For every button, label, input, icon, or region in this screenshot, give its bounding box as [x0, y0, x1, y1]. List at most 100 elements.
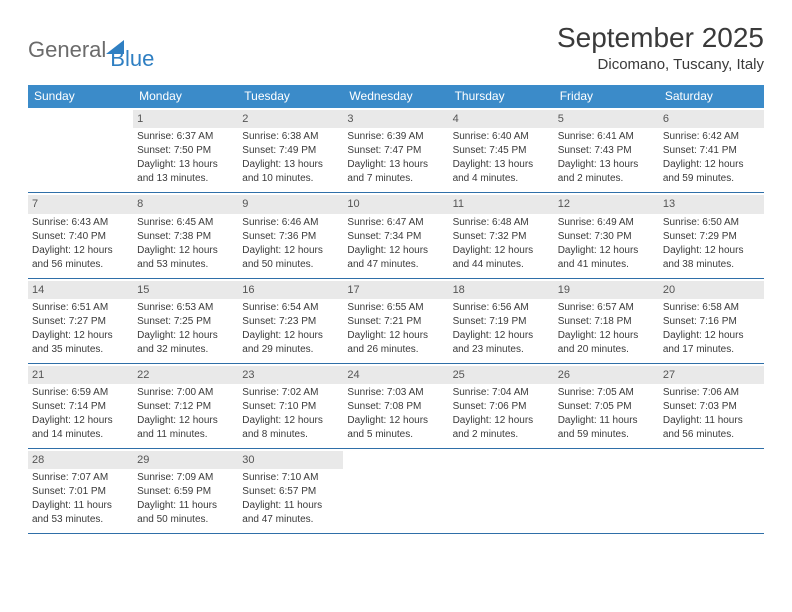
day-number: 15 — [133, 281, 238, 299]
sunset-line: Sunset: 7:43 PM — [558, 144, 655, 157]
daylight-line-2: and 44 minutes. — [453, 258, 550, 271]
daylight-line-2: and 4 minutes. — [453, 172, 550, 185]
sunset-line: Sunset: 7:14 PM — [32, 400, 129, 413]
sunrise-line: Sunrise: 7:07 AM — [32, 471, 129, 484]
day-cell: 10Sunrise: 6:47 AMSunset: 7:34 PMDayligh… — [343, 193, 448, 277]
daylight-line-1: Daylight: 13 hours — [137, 158, 234, 171]
day-cell — [554, 449, 659, 533]
sunrise-line: Sunrise: 6:37 AM — [137, 130, 234, 143]
daylight-line-1: Daylight: 12 hours — [453, 244, 550, 257]
day-cell: 17Sunrise: 6:55 AMSunset: 7:21 PMDayligh… — [343, 279, 448, 363]
sunset-line: Sunset: 7:19 PM — [453, 315, 550, 328]
daylight-line-1: Daylight: 13 hours — [558, 158, 655, 171]
sunset-line: Sunset: 7:05 PM — [558, 400, 655, 413]
daylight-line-1: Daylight: 12 hours — [137, 244, 234, 257]
day-cell: 24Sunrise: 7:03 AMSunset: 7:08 PMDayligh… — [343, 364, 448, 448]
daylight-line-2: and 53 minutes. — [32, 513, 129, 526]
day-number: 8 — [133, 195, 238, 213]
week-row: 1Sunrise: 6:37 AMSunset: 7:50 PMDaylight… — [28, 108, 764, 193]
daylight-line-1: Daylight: 11 hours — [558, 414, 655, 427]
day-cell: 3Sunrise: 6:39 AMSunset: 7:47 PMDaylight… — [343, 108, 448, 192]
daylight-line-2: and 7 minutes. — [347, 172, 444, 185]
day-number: 11 — [449, 195, 554, 213]
day-cell: 25Sunrise: 7:04 AMSunset: 7:06 PMDayligh… — [449, 364, 554, 448]
daylight-line-2: and 50 minutes. — [242, 258, 339, 271]
daylight-line-1: Daylight: 11 hours — [663, 414, 760, 427]
day-cell — [449, 449, 554, 533]
daylight-line-2: and 38 minutes. — [663, 258, 760, 271]
day-number: 9 — [238, 195, 343, 213]
logo: General Blue — [28, 22, 154, 72]
sunrise-line: Sunrise: 7:02 AM — [242, 386, 339, 399]
month-title: September 2025 — [557, 22, 764, 54]
daylight-line-2: and 41 minutes. — [558, 258, 655, 271]
daylight-line-1: Daylight: 12 hours — [663, 244, 760, 257]
day-cell: 12Sunrise: 6:49 AMSunset: 7:30 PMDayligh… — [554, 193, 659, 277]
daylight-line-2: and 8 minutes. — [242, 428, 339, 441]
day-number: 5 — [554, 110, 659, 128]
weekday-header-cell: Sunday — [28, 85, 133, 108]
daylight-line-2: and 53 minutes. — [137, 258, 234, 271]
header-row: General Blue September 2025 Dicomano, Tu… — [28, 22, 764, 81]
sunrise-line: Sunrise: 6:57 AM — [558, 301, 655, 314]
daylight-line-1: Daylight: 12 hours — [32, 244, 129, 257]
day-number: 18 — [449, 281, 554, 299]
sunset-line: Sunset: 7:18 PM — [558, 315, 655, 328]
sunrise-line: Sunrise: 7:03 AM — [347, 386, 444, 399]
daylight-line-1: Daylight: 11 hours — [137, 499, 234, 512]
sunrise-line: Sunrise: 6:50 AM — [663, 216, 760, 229]
day-number: 20 — [659, 281, 764, 299]
daylight-line-1: Daylight: 12 hours — [347, 329, 444, 342]
daylight-line-1: Daylight: 12 hours — [453, 414, 550, 427]
daylight-line-2: and 11 minutes. — [137, 428, 234, 441]
day-cell: 6Sunrise: 6:42 AMSunset: 7:41 PMDaylight… — [659, 108, 764, 192]
day-number: 7 — [28, 195, 133, 213]
day-number: 1 — [133, 110, 238, 128]
weekday-header-cell: Monday — [133, 85, 238, 108]
sunset-line: Sunset: 7:01 PM — [32, 485, 129, 498]
daylight-line-2: and 47 minutes. — [347, 258, 444, 271]
sunrise-line: Sunrise: 6:58 AM — [663, 301, 760, 314]
sunset-line: Sunset: 7:41 PM — [663, 144, 760, 157]
daylight-line-1: Daylight: 12 hours — [347, 244, 444, 257]
day-cell: 18Sunrise: 6:56 AMSunset: 7:19 PMDayligh… — [449, 279, 554, 363]
sunset-line: Sunset: 7:32 PM — [453, 230, 550, 243]
daylight-line-2: and 26 minutes. — [347, 343, 444, 356]
daylight-line-1: Daylight: 12 hours — [32, 329, 129, 342]
day-cell: 7Sunrise: 6:43 AMSunset: 7:40 PMDaylight… — [28, 193, 133, 277]
daylight-line-1: Daylight: 11 hours — [32, 499, 129, 512]
day-cell: 19Sunrise: 6:57 AMSunset: 7:18 PMDayligh… — [554, 279, 659, 363]
sunrise-line: Sunrise: 6:43 AM — [32, 216, 129, 229]
weekday-header-cell: Wednesday — [343, 85, 448, 108]
day-cell: 20Sunrise: 6:58 AMSunset: 7:16 PMDayligh… — [659, 279, 764, 363]
day-number: 27 — [659, 366, 764, 384]
sunrise-line: Sunrise: 6:38 AM — [242, 130, 339, 143]
daylight-line-2: and 2 minutes. — [453, 428, 550, 441]
day-cell: 23Sunrise: 7:02 AMSunset: 7:10 PMDayligh… — [238, 364, 343, 448]
title-block: September 2025 Dicomano, Tuscany, Italy — [557, 22, 764, 81]
daylight-line-2: and 59 minutes. — [558, 428, 655, 441]
daylight-line-2: and 47 minutes. — [242, 513, 339, 526]
daylight-line-1: Daylight: 12 hours — [347, 414, 444, 427]
sunrise-line: Sunrise: 7:00 AM — [137, 386, 234, 399]
sunrise-line: Sunrise: 6:48 AM — [453, 216, 550, 229]
sunrise-line: Sunrise: 7:05 AM — [558, 386, 655, 399]
sunrise-line: Sunrise: 6:46 AM — [242, 216, 339, 229]
sunset-line: Sunset: 7:12 PM — [137, 400, 234, 413]
day-cell: 11 Sunrise: 6:48 AMSunset: 7:32 PMDayligh… — [449, 193, 554, 277]
sunrise-line: Sunrise: 6:53 AM — [137, 301, 234, 314]
daylight-line-2: and 56 minutes. — [32, 258, 129, 271]
daylight-line-2: and 14 minutes. — [32, 428, 129, 441]
day-number: 2 — [238, 110, 343, 128]
sunset-line: Sunset: 7:16 PM — [663, 315, 760, 328]
sunrise-line: Sunrise: 6:55 AM — [347, 301, 444, 314]
daylight-line-1: Daylight: 12 hours — [137, 329, 234, 342]
sunset-line: Sunset: 7:06 PM — [453, 400, 550, 413]
sunrise-line: Sunrise: 7:06 AM — [663, 386, 760, 399]
day-number: 6 — [659, 110, 764, 128]
daylight-line-1: Daylight: 13 hours — [453, 158, 550, 171]
sunset-line: Sunset: 7:50 PM — [137, 144, 234, 157]
daylight-line-1: Daylight: 11 hours — [242, 499, 339, 512]
daylight-line-1: Daylight: 12 hours — [242, 244, 339, 257]
sunrise-line: Sunrise: 7:09 AM — [137, 471, 234, 484]
